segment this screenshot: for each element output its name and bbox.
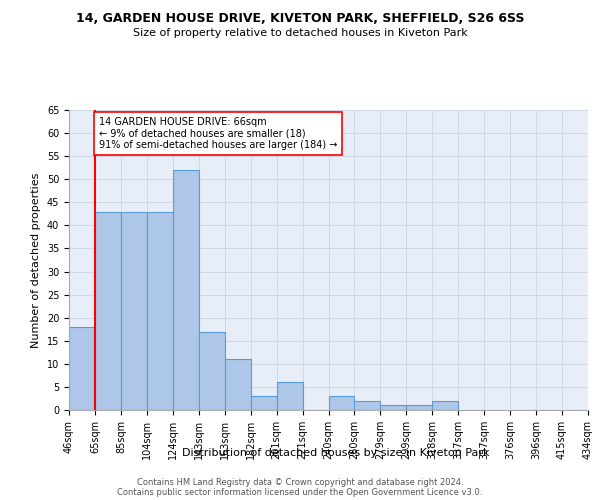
Text: Distribution of detached houses by size in Kiveton Park: Distribution of detached houses by size … <box>182 448 490 458</box>
Bar <box>121 212 147 410</box>
Text: Size of property relative to detached houses in Kiveton Park: Size of property relative to detached ho… <box>133 28 467 38</box>
Bar <box>199 332 224 410</box>
Bar <box>173 170 199 410</box>
Bar <box>355 401 380 410</box>
Bar <box>406 406 432 410</box>
Bar <box>329 396 355 410</box>
Bar <box>251 396 277 410</box>
Bar <box>69 327 95 410</box>
Bar <box>225 359 251 410</box>
Text: 14, GARDEN HOUSE DRIVE, KIVETON PARK, SHEFFIELD, S26 6SS: 14, GARDEN HOUSE DRIVE, KIVETON PARK, SH… <box>76 12 524 26</box>
Bar <box>380 406 406 410</box>
Text: Contains HM Land Registry data © Crown copyright and database right 2024.: Contains HM Land Registry data © Crown c… <box>137 478 463 487</box>
Bar <box>95 212 121 410</box>
Text: Contains public sector information licensed under the Open Government Licence v3: Contains public sector information licen… <box>118 488 482 497</box>
Text: 14 GARDEN HOUSE DRIVE: 66sqm
← 9% of detached houses are smaller (18)
91% of sem: 14 GARDEN HOUSE DRIVE: 66sqm ← 9% of det… <box>99 117 337 150</box>
Y-axis label: Number of detached properties: Number of detached properties <box>31 172 41 348</box>
Bar <box>147 212 173 410</box>
Bar <box>433 401 458 410</box>
Bar <box>277 382 302 410</box>
